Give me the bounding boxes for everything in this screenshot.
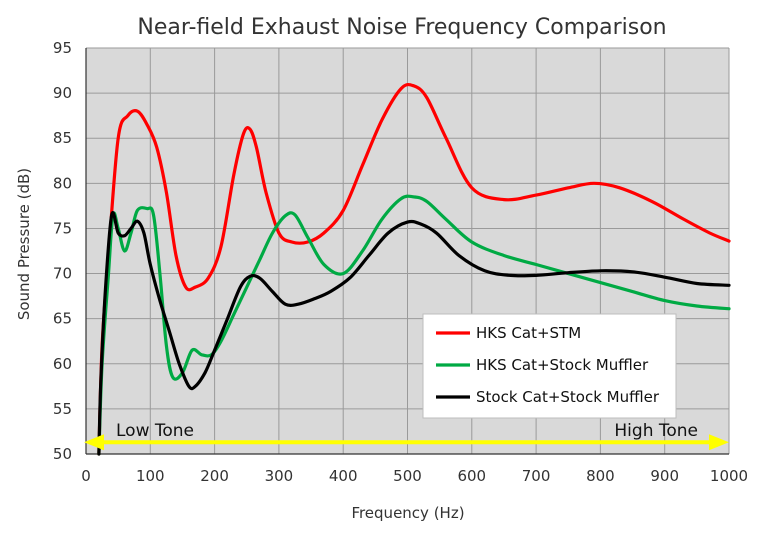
legend-item-stock-cat-stock-muffler: Stock Cat+Stock Muffler bbox=[436, 388, 660, 406]
y-tick-label-90: 90 bbox=[53, 84, 72, 102]
x-tick-label-200: 200 bbox=[200, 467, 229, 485]
y-tick-label-65: 65 bbox=[53, 310, 72, 328]
legend-box bbox=[422, 313, 677, 419]
x-tick-label-0: 0 bbox=[81, 467, 91, 485]
x-axis-label: Frequency (Hz) bbox=[351, 504, 464, 522]
series-line-stock-cat-stock-muffler bbox=[97, 211, 731, 456]
tone-arrow-right-head bbox=[709, 434, 729, 451]
y-tick-label-50: 50 bbox=[53, 445, 72, 463]
x-tick-label-600: 600 bbox=[457, 467, 486, 485]
legend-label: Stock Cat+Stock Muffler bbox=[476, 388, 660, 406]
y-axis-label: Sound Pressure (dB) bbox=[15, 168, 33, 320]
legend-label: HKS Cat+Stock Muffler bbox=[476, 356, 649, 374]
y-tick-label-75: 75 bbox=[53, 219, 72, 237]
axes: 50 55 60 65 70 75 80 85 90 95 0 100 200 300 400 500 600 7… bbox=[53, 39, 748, 485]
y-tick-label-80: 80 bbox=[53, 174, 72, 192]
series-line-hks-cat-stm bbox=[97, 82, 731, 456]
y-tick-label-60: 60 bbox=[53, 355, 72, 373]
y-tick-label-55: 55 bbox=[53, 400, 72, 418]
chart-title: Near-field Exhaust Noise Frequency Compa… bbox=[137, 15, 666, 40]
legend-item-hks-cat-stm: HKS Cat+STM bbox=[436, 324, 581, 342]
grid-lines bbox=[86, 47, 730, 454]
x-tick-label-500: 500 bbox=[393, 467, 422, 485]
x-tick-label-900: 900 bbox=[650, 467, 679, 485]
x-tick-label-700: 700 bbox=[522, 467, 551, 485]
legend: HKS Cat+STM HKS Cat+Stock Muffler Stock Ca… bbox=[422, 313, 677, 419]
legend-label: HKS Cat+STM bbox=[476, 324, 581, 342]
tone-arrow bbox=[84, 434, 729, 451]
y-tick-label-95: 95 bbox=[53, 39, 72, 57]
legend-item-hks-cat-stock-muffler: HKS Cat+Stock Muffler bbox=[436, 356, 649, 374]
series-lines bbox=[97, 82, 731, 456]
x-tick-label-1000: 1000 bbox=[710, 467, 748, 485]
low-tone-label: Low Tone bbox=[116, 421, 194, 441]
x-tick-label-400: 400 bbox=[329, 467, 358, 485]
x-tick-label-300: 300 bbox=[265, 467, 294, 485]
x-tick-label-800: 800 bbox=[586, 467, 615, 485]
high-tone-label: High Tone bbox=[614, 421, 698, 441]
tone-annotation: Low Tone High Tone bbox=[84, 421, 729, 451]
y-tick-label-85: 85 bbox=[53, 129, 72, 147]
tone-arrow-left-head bbox=[84, 434, 104, 451]
series-line-hks-cat-stock-muffler bbox=[97, 194, 731, 456]
y-tick-label-70: 70 bbox=[53, 265, 72, 283]
x-tick-label-100: 100 bbox=[136, 467, 165, 485]
